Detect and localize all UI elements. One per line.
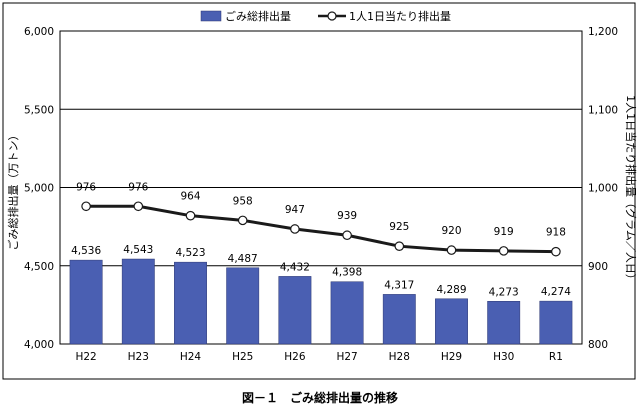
legend-bar-label: ごみ総排出量	[225, 9, 291, 23]
line-point	[185, 210, 196, 221]
x-tick-label: R1	[549, 351, 563, 363]
bar-value-label: 4,543	[123, 244, 153, 256]
x-tick-label: H23	[128, 351, 149, 363]
bar-value-label: 4,523	[175, 247, 205, 259]
bar-value-labels: 4,536 4,543 4,523 4,487 4,432 4,398 4,317 4,289…	[71, 244, 571, 298]
x-tick-label: H28	[389, 351, 410, 363]
bar	[435, 298, 468, 345]
x-axis-ticks: H22 H23 H24 H25 H26 H27 H28 H29 H30 R1	[75, 351, 562, 363]
x-tick-label: H29	[441, 351, 462, 363]
bar	[174, 261, 207, 345]
line-value-label: 919	[494, 226, 514, 238]
y2-tick-label: 800	[588, 339, 608, 351]
right-axis-title: 1人1日当たり排出量（グラム／人日）	[624, 95, 638, 285]
line-point	[133, 201, 144, 212]
y2-tick-label: 1,100	[588, 104, 618, 116]
x-tick-label: H24	[180, 351, 202, 363]
left-axis-title: ごみ総排出量（万トン）	[6, 130, 20, 251]
y-tick-label: 4,000	[24, 339, 54, 351]
bar-value-label: 4,274	[541, 286, 571, 298]
x-tick-label: H25	[232, 351, 253, 363]
bar-series	[69, 258, 573, 345]
line-point	[290, 224, 300, 234]
line-value-label: 939	[337, 210, 357, 222]
line-value-label: 918	[546, 227, 566, 239]
bar-value-label: 4,289	[436, 284, 466, 296]
y2-tick-label: 900	[588, 261, 608, 273]
bar-value-label: 4,398	[332, 267, 362, 279]
line-point	[342, 230, 352, 241]
x-tick-label: H27	[336, 351, 357, 363]
line-value-label: 976	[128, 181, 148, 193]
bar	[539, 300, 573, 345]
bar	[487, 301, 521, 345]
legend-line-marker	[327, 11, 337, 21]
line-value-label: 947	[285, 204, 305, 216]
line-value-label: 976	[76, 181, 96, 193]
y2-tick-label: 1,200	[588, 26, 618, 38]
bar-value-label: 4,432	[280, 261, 310, 273]
outer-frame	[2, 2, 636, 380]
line-series	[81, 201, 561, 257]
bar	[278, 276, 312, 345]
line-value-label: 925	[389, 221, 409, 233]
bar	[226, 267, 260, 345]
y-tick-label: 4,500	[24, 261, 54, 273]
line-point	[551, 246, 561, 257]
figure-caption: 図－１ ごみ総排出量の推移	[242, 390, 398, 405]
legend-bar-swatch	[200, 10, 222, 22]
bar-value-label: 4,317	[384, 279, 414, 291]
bar-value-label: 4,536	[71, 245, 101, 257]
line-value-label: 920	[441, 225, 461, 237]
bar	[69, 259, 103, 345]
legend-line-label: 1人1日当たり排出量	[349, 9, 451, 23]
line-value-label: 964	[180, 191, 200, 203]
line-value-label: 958	[233, 195, 253, 207]
bar	[121, 258, 155, 345]
bar-value-label: 4,487	[228, 253, 258, 265]
series-line	[86, 204, 556, 254]
plot-area-border	[59, 30, 583, 345]
y-tick-label: 6,000	[24, 26, 54, 38]
bar	[330, 281, 364, 345]
y-tick-label: 5,500	[24, 104, 54, 116]
line-point	[81, 201, 91, 212]
line-point	[394, 241, 405, 251]
line-point	[446, 245, 457, 255]
bar	[382, 294, 416, 345]
left-axis-ticks: 4,000 4,500 5,000 5,500 6,000	[24, 26, 54, 351]
y-tick-label: 5,000	[24, 183, 54, 195]
x-tick-label: H26	[284, 351, 306, 363]
x-tick-label: H22	[75, 351, 96, 363]
bar-value-label: 4,273	[489, 286, 519, 298]
legend: ごみ総排出量 1人1日当たり排出量	[200, 9, 451, 23]
x-tick-label: H30	[493, 351, 514, 363]
line-point	[237, 215, 248, 226]
right-axis-ticks: 800 900 1,000 1,100 1,200	[588, 26, 618, 351]
line-value-labels: 976 976 964 958 947 939 925 920 919 918	[76, 181, 566, 238]
y2-tick-label: 1,000	[588, 183, 618, 195]
line-point	[498, 246, 509, 256]
